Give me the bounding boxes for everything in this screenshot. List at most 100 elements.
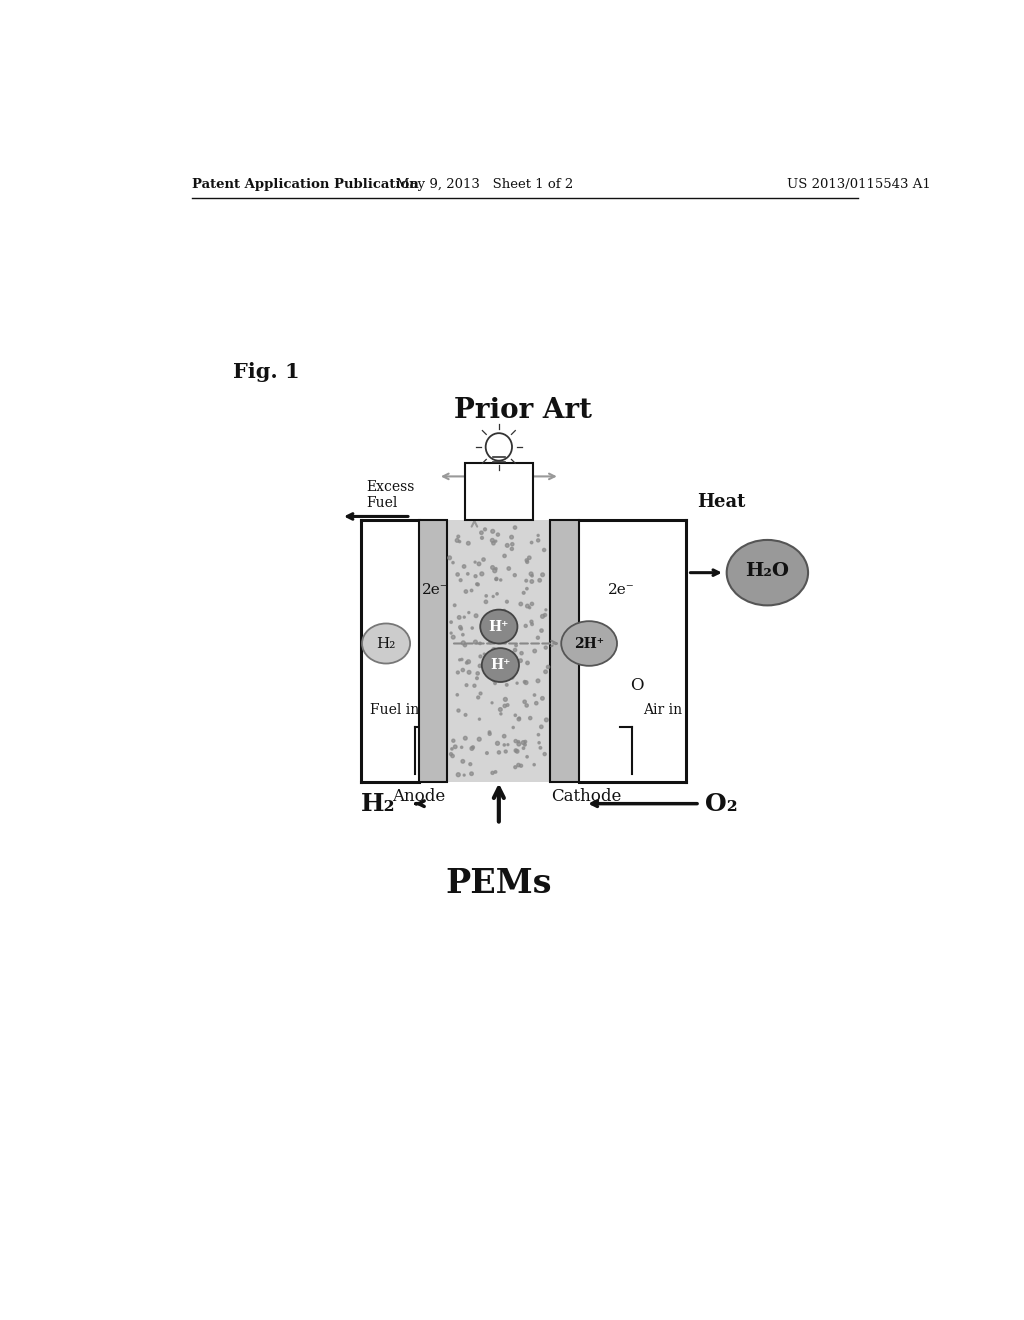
Point [507, 517, 523, 539]
Text: H₂: H₂ [377, 636, 395, 651]
Point [479, 743, 496, 764]
Point [539, 709, 555, 730]
Point [469, 663, 485, 684]
Point [468, 605, 484, 626]
Text: Cathode: Cathode [551, 788, 622, 805]
Text: Prior Art: Prior Art [455, 397, 592, 424]
Point [506, 645, 522, 667]
Point [472, 682, 488, 704]
Point [487, 531, 504, 552]
Point [518, 570, 535, 591]
Point [458, 581, 474, 602]
Point [508, 730, 524, 751]
Text: PEMs: PEMs [445, 867, 552, 900]
Point [488, 569, 505, 590]
Point [474, 564, 490, 585]
Point [454, 649, 470, 671]
Point [441, 548, 458, 569]
Point [498, 741, 514, 762]
Point [498, 689, 514, 710]
Point [481, 722, 498, 743]
Point [484, 521, 501, 543]
Text: 2e⁻: 2e⁻ [608, 582, 635, 597]
Point [537, 605, 553, 626]
Point [507, 705, 523, 726]
Point [490, 602, 507, 623]
Point [461, 661, 477, 682]
Point [507, 565, 523, 586]
Point [456, 556, 472, 577]
Point [535, 564, 551, 585]
Point [471, 709, 487, 730]
Text: H₂O: H₂O [745, 562, 790, 579]
Point [535, 606, 551, 627]
Point [452, 649, 468, 671]
Point [469, 668, 485, 689]
Point [513, 594, 529, 615]
Point [447, 737, 464, 758]
Point [497, 696, 513, 717]
Point [524, 565, 541, 586]
Point [500, 694, 516, 715]
Point [519, 552, 536, 573]
Point [507, 639, 523, 660]
Point [540, 656, 556, 677]
Point [455, 751, 471, 772]
Point [529, 627, 546, 648]
Text: Anode: Anode [392, 788, 445, 805]
Text: 2H⁺: 2H⁺ [574, 636, 604, 651]
Bar [447, 520, 550, 781]
Point [445, 730, 462, 751]
Point [456, 764, 472, 785]
Point [522, 708, 539, 729]
Point [505, 717, 521, 738]
Point [499, 535, 515, 556]
Point [496, 726, 512, 747]
Point [526, 640, 543, 661]
Point [487, 762, 504, 783]
Text: US 2013/0115543 A1: US 2013/0115543 A1 [786, 178, 931, 190]
Point [510, 731, 526, 752]
Ellipse shape [481, 648, 519, 682]
Ellipse shape [727, 540, 808, 606]
Point [518, 694, 535, 715]
Point [493, 569, 509, 590]
Text: H⁺: H⁺ [490, 659, 511, 672]
Point [463, 763, 479, 784]
Point [460, 533, 476, 554]
Point [451, 607, 467, 628]
Point [443, 611, 460, 632]
Point [451, 700, 467, 721]
Point [481, 723, 498, 744]
Point [450, 684, 466, 705]
Point [511, 708, 527, 729]
Point [469, 574, 485, 595]
Point [456, 607, 472, 628]
Point [512, 649, 528, 671]
Point [529, 671, 546, 692]
Point [472, 632, 488, 653]
Point [442, 743, 459, 764]
Point [461, 602, 477, 623]
Point [517, 731, 534, 752]
Bar [419, 520, 447, 781]
Text: Fuel in: Fuel in [370, 704, 419, 718]
Point [528, 693, 545, 714]
Point [455, 632, 471, 653]
Text: H₂: H₂ [360, 792, 395, 816]
Text: H⁺: H⁺ [488, 619, 509, 634]
Point [488, 583, 505, 605]
Point [458, 705, 474, 726]
Point [484, 618, 501, 639]
Point [500, 734, 516, 755]
Point [462, 754, 478, 775]
Point [496, 734, 512, 755]
Point [524, 614, 541, 635]
Point [497, 545, 513, 566]
Point [450, 564, 466, 585]
Point [519, 746, 536, 767]
Ellipse shape [362, 623, 410, 664]
Text: Excess
Fuel: Excess Fuel [367, 480, 415, 511]
Point [519, 652, 536, 673]
Point [517, 734, 534, 755]
